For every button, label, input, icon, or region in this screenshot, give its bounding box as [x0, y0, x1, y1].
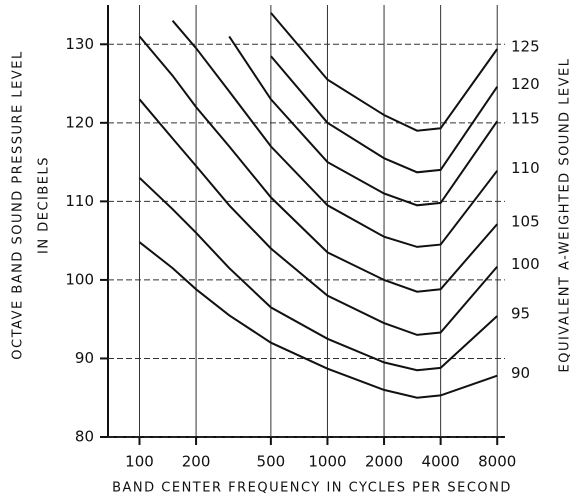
curve [270, 12, 499, 132]
y-tick-label: 90 [75, 349, 94, 367]
curve [138, 177, 498, 372]
x-tick-label: 200 [182, 453, 211, 471]
y-tick-label: 120 [65, 113, 94, 131]
curve-label: 90 [511, 364, 530, 382]
curve [138, 35, 498, 293]
y2-title: EQUIVALENT A-WEIGHTED SOUND LEVEL [558, 58, 573, 373]
x-tick-label: 1000 [308, 453, 346, 471]
curve-label: 105 [511, 213, 540, 231]
curve [138, 241, 498, 399]
x-tick-label: 2000 [365, 453, 403, 471]
y-tick-label: 130 [65, 35, 94, 53]
curve-label: 100 [511, 255, 540, 273]
curve-label: 125 [511, 37, 540, 55]
x-tick-label: 4000 [422, 453, 460, 471]
x-tick-label: 8000 [478, 453, 516, 471]
curve [228, 35, 499, 207]
x-tick-label: 100 [125, 453, 154, 471]
y-title: IN DECIBELS [37, 156, 52, 254]
curve-label: 115 [511, 110, 540, 128]
curve-label: 95 [511, 305, 530, 323]
curve-label: 110 [511, 159, 540, 177]
y-tick-label: 80 [75, 428, 94, 446]
curve [138, 98, 498, 336]
y-title: OCTAVE BAND SOUND PRESSURE LEVEL [11, 50, 26, 359]
y-tick-label: 100 [65, 270, 94, 288]
x-title: BAND CENTER FREQUENCY IN CYCLES PER SECO… [112, 481, 512, 496]
curve [270, 55, 499, 174]
curve [171, 20, 498, 248]
y-tick-label: 110 [65, 192, 94, 210]
x-tick-label: 500 [257, 453, 286, 471]
curve-label: 120 [511, 75, 540, 93]
